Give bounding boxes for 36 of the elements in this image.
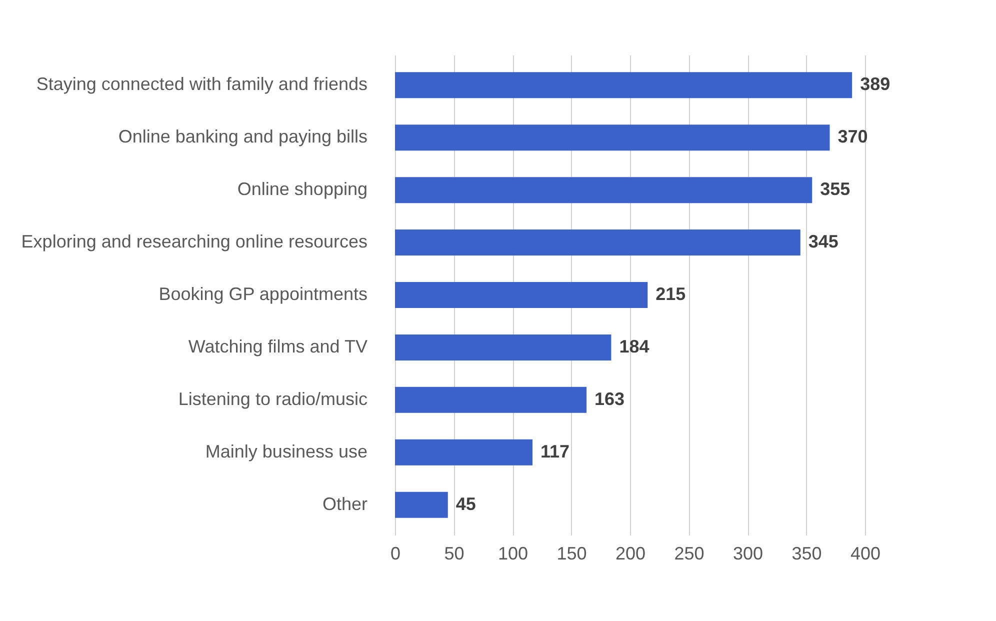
x-tick-label: 150 (556, 544, 587, 564)
data-label: 345 (808, 232, 838, 252)
bar (395, 492, 448, 518)
bar (395, 334, 612, 360)
x-tick-label: 0 (390, 544, 401, 564)
y-tick-label: Booking GP appointments (158, 284, 368, 304)
bar (395, 177, 812, 204)
bar (395, 439, 532, 466)
data-label: 163 (594, 388, 625, 409)
data-label: 184 (619, 336, 650, 356)
data-label: 370 (838, 126, 868, 147)
bar (395, 72, 852, 98)
y-tick-label: Online banking and paying bills (118, 126, 368, 147)
data-label: 215 (656, 284, 686, 304)
bar (395, 124, 830, 151)
y-tick-label: Exploring and researching online resources (21, 232, 368, 252)
x-tick-label: 400 (850, 544, 881, 564)
y-tick-label: Other (322, 494, 368, 514)
bar (395, 230, 800, 256)
x-tick-label: 250 (674, 544, 704, 564)
y-tick-label: Online shopping (237, 179, 368, 200)
x-tick-label: 200 (615, 544, 646, 564)
x-tick-label: 50 (444, 544, 464, 564)
data-label: 355 (820, 179, 850, 200)
y-tick-label: Listening to radio/music (178, 388, 368, 409)
data-label: 389 (860, 74, 890, 94)
bar (395, 386, 587, 413)
y-tick-label: Watching films and TV (188, 336, 368, 356)
data-label: 117 (540, 441, 570, 462)
data-label: 45 (456, 494, 476, 514)
x-tick-label: 300 (732, 544, 764, 564)
y-tick-label: Staying connected with family and friends (36, 74, 368, 94)
y-tick-label: Mainly business use (205, 441, 368, 462)
bar (395, 282, 648, 308)
x-tick-label: 100 (498, 544, 528, 564)
x-tick-label: 350 (792, 544, 822, 564)
